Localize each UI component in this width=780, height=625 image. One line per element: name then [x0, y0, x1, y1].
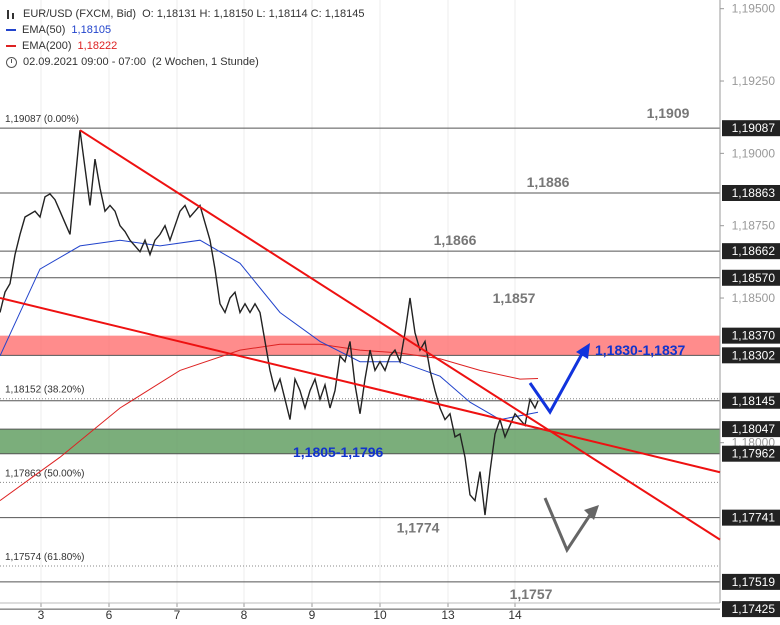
candlestick-icon: [6, 9, 17, 19]
price-tag: [722, 243, 780, 260]
ema50-line: [0, 239, 539, 421]
price-tag-label: 1,17519: [732, 575, 776, 589]
bullish-arrow-head: [576, 343, 590, 359]
bearish-arrow-head: [584, 505, 599, 520]
level-annotation: 1,1774: [397, 520, 440, 536]
ema50-swatch: [6, 29, 16, 31]
price-tag: [722, 120, 780, 137]
clock-icon: [6, 56, 17, 68]
x-tick-label: 8: [241, 608, 248, 622]
x-tick-label: 7: [174, 608, 181, 622]
y-tick-label: 1,18750: [732, 219, 776, 233]
price-tag-label: 1,18370: [732, 329, 776, 343]
retracement-label: 1,17863 (50.00%): [5, 468, 85, 479]
level-annotation: 1,1857: [493, 290, 536, 306]
price-tag-label: 1,18302: [732, 348, 776, 362]
trendline: [0, 297, 721, 474]
price-tag-label: 1,18863: [732, 186, 776, 200]
x-tick-label: 10: [373, 608, 387, 622]
ema200-value: 1,18222: [77, 40, 118, 52]
level-annotation: 1,1757: [510, 586, 553, 602]
ema200-swatch: [6, 45, 16, 47]
x-tick-label: 9: [309, 608, 316, 622]
y-tick-label: 1,19250: [732, 74, 776, 88]
bullish-scenario-arrow: [528, 351, 585, 415]
price-tag-label: 1,18145: [732, 394, 776, 408]
price-tag-label: 1,17741: [732, 511, 776, 525]
price-tag: [722, 347, 780, 364]
price-tag: [722, 392, 780, 409]
x-tick-label: 6: [106, 608, 113, 622]
price-line: [0, 130, 539, 516]
price-tag: [722, 184, 780, 201]
price-tag: [722, 327, 780, 344]
price-tag: [722, 445, 780, 462]
level-annotation: 1,1909: [647, 105, 690, 121]
trendline: [79, 129, 721, 541]
price-tag: [722, 509, 780, 526]
ema200-label: EMA(200): [22, 40, 72, 52]
x-tick-label: 13: [441, 608, 455, 622]
price-tag-label: 1,17962: [732, 447, 776, 461]
bearish-scenario-arrow: [543, 497, 594, 554]
support-zone: [0, 429, 720, 454]
retracement-label: 1,17574 (61.80%): [5, 552, 85, 563]
price-tag: [722, 421, 780, 438]
y-tick-label: 1,19000: [732, 146, 776, 160]
x-tick-label: 14: [508, 608, 522, 622]
target-zone-label: 1,1830-1,1837: [595, 342, 686, 358]
retracement-label: 1,18152 (38.20%): [5, 385, 85, 396]
price-tag-label: 1,18047: [732, 422, 776, 436]
level-annotation: 1,1866: [434, 232, 477, 248]
retracement-label: 1,19087 (0.00%): [5, 114, 79, 125]
support-zone-label: 1,1805-1,1796: [293, 444, 384, 460]
level-annotation: 1,1886: [527, 174, 570, 190]
y-tick-label: 1,18500: [732, 291, 776, 305]
price-tag-label: 1,17425: [732, 602, 776, 616]
chart-legend: EUR/USD (FXCM, Bid) O: 1,18131 H: 1,1815…: [6, 6, 364, 70]
y-tick-label: 1,19500: [732, 2, 776, 16]
date-range: 02.09.2021 09:00 - 07:00: [23, 56, 146, 68]
price-tag: [722, 573, 780, 590]
x-tick-label: 3: [38, 608, 45, 622]
price-tag-label: 1,19087: [732, 121, 776, 135]
ema200-line: [0, 343, 539, 502]
price-tag: [722, 269, 780, 286]
price-tag-label: 1,18570: [732, 271, 776, 285]
ema50-label: EMA(50): [22, 24, 66, 36]
ohlc-values: O: 1,18131 H: 1,18150 L: 1,18114 C: 1,18…: [142, 8, 365, 20]
price-tag-label: 1,18662: [732, 244, 776, 258]
period-label: (2 Wochen, 1 Stunde): [151, 56, 259, 68]
price-tag: [722, 601, 780, 618]
symbol-name: EUR/USD (FXCM, Bid): [23, 8, 137, 20]
ema50-value: 1,18105: [71, 24, 112, 36]
